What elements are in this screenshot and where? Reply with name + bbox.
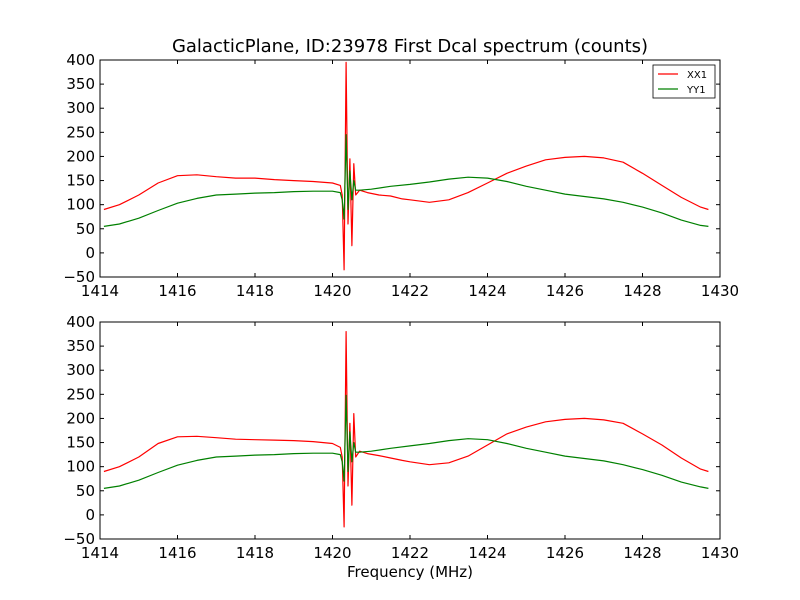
x-tick-label: 1428 [623, 544, 661, 562]
y-tick-label: 150 [66, 172, 95, 190]
x-tick-label: 1422 [391, 544, 429, 562]
x-tick-label: 1430 [701, 544, 739, 562]
x-tick-label: 1422 [391, 282, 429, 300]
series-line-xx1 [103, 331, 709, 528]
x-tick-label: 1430 [701, 282, 739, 300]
y-tick-label: 0 [85, 506, 95, 524]
y-tick-label: 300 [66, 99, 95, 117]
y-tick-label: 150 [66, 434, 95, 452]
y-tick-label: 0 [85, 244, 95, 262]
x-tick-label: 1420 [313, 544, 351, 562]
x-tick-label: 1426 [546, 544, 584, 562]
y-tick-label: −50 [63, 530, 95, 548]
series-line-xx1 [103, 61, 709, 271]
x-tick-label: 1418 [236, 544, 274, 562]
x-tick-label: 1424 [468, 282, 506, 300]
y-tick-label: 100 [66, 458, 95, 476]
y-tick-label: 250 [66, 123, 95, 141]
y-tick-label: 300 [66, 361, 95, 379]
y-tick-label: 400 [66, 313, 95, 331]
legend-label-xx1: XX1 [687, 70, 707, 81]
x-tick-label: 1428 [623, 282, 661, 300]
y-tick-label: 350 [66, 75, 95, 93]
top-panel: 1414 1416 1418 1420 1422 1424 1426 1428 1430 −50 0… [63, 51, 739, 300]
y-tick-label: 250 [66, 385, 95, 403]
x-tick-label: 1426 [546, 282, 584, 300]
bottom-panel: 1414 1416 1418 1420 1422 1424 1426 1428 1430 −50 0… [63, 313, 739, 562]
y-tick-label: 200 [66, 147, 95, 165]
legend-label-yy1: YY1 [686, 85, 706, 96]
x-tick-label: 1420 [313, 282, 351, 300]
y-tick-label: 100 [66, 196, 95, 214]
x-tick-label: 1424 [468, 544, 506, 562]
legend-box [652, 64, 716, 99]
x-tick-label: 1414 [81, 282, 119, 300]
y-tick-label: 50 [76, 220, 95, 238]
y-tick-label: 50 [76, 482, 95, 500]
x-tick-label: 1416 [158, 282, 196, 300]
y-tick-label: 200 [66, 409, 95, 427]
series-line-yy1 [103, 134, 709, 227]
x-tick-label: 1416 [158, 544, 196, 562]
chart-title: GalacticPlane, ID:23978 First Dcal spect… [172, 36, 648, 57]
series-line-yy1 [103, 394, 709, 489]
y-tick-label: 350 [66, 337, 95, 355]
x-tick-label: 1414 [81, 544, 119, 562]
y-tick-label: −50 [63, 268, 95, 286]
x-tick-label: 1418 [236, 282, 274, 300]
x-axis-label: Frequency (MHz) [347, 563, 473, 581]
y-tick-label: 400 [66, 51, 95, 69]
